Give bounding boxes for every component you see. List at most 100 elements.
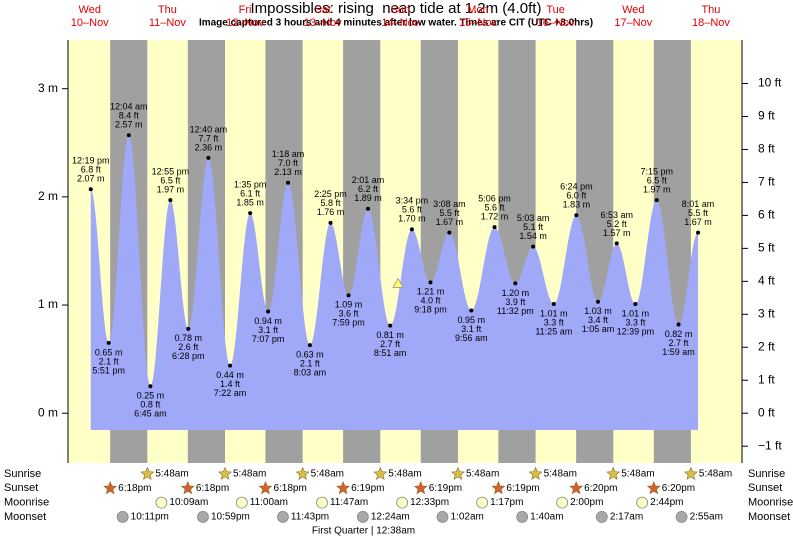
ft-label: 6.0 ft — [566, 191, 587, 201]
event-row-label: Sunrise — [748, 468, 785, 480]
event-icon — [258, 481, 273, 495]
event-time: 1:40am — [530, 512, 563, 523]
chart-title: Impossibles: rising neap tide at 1.2m (4… — [251, 0, 542, 17]
value-label: 0.95 m — [458, 315, 486, 325]
x-tick-date: 12–Nov — [226, 17, 264, 29]
value-label: 1.01 m — [540, 308, 568, 318]
value-label: 1.54 m — [519, 231, 547, 241]
value-label: 1.09 m — [335, 300, 363, 310]
event-time: 12:24am — [371, 512, 410, 523]
time-label: 1:35 pm — [234, 179, 267, 189]
value-label: 1.72 m — [481, 212, 509, 222]
ft-label: 3.3 ft — [544, 317, 565, 327]
value-label: 2.36 m — [195, 142, 223, 152]
time-label: 2:01 am — [352, 175, 385, 185]
y-tick-label: 2 m — [38, 189, 58, 203]
value-label: 1.83 m — [563, 200, 591, 210]
event-icon — [235, 496, 248, 509]
extreme-point — [551, 301, 556, 306]
event-time: 11:43pm — [291, 512, 329, 523]
x-tick-date: 18–Nov — [692, 17, 730, 29]
extreme-point — [574, 213, 579, 218]
value-label: 1.97 m — [643, 184, 671, 194]
y2-tick-label: 5 ft — [758, 241, 775, 255]
x-tick-day: Thu — [701, 4, 720, 16]
event-row-label: Sunrise — [4, 468, 41, 480]
extreme-point — [186, 326, 191, 331]
event-icon — [646, 481, 661, 495]
ft-label: 6.1 ft — [240, 188, 261, 198]
value-label: 1.67 m — [436, 217, 464, 227]
event-time: 1:02am — [451, 512, 484, 523]
ft-label: 3.6 ft — [339, 309, 360, 319]
value-label: 1.21 m — [417, 287, 445, 297]
ft-label: 3.1 ft — [461, 324, 482, 334]
ft-label: 2.1 ft — [99, 356, 120, 366]
time-label: 12:04 am — [110, 102, 148, 112]
extreme-point — [428, 280, 433, 285]
ft-label: 3.9 ft — [505, 297, 526, 307]
event-icon — [103, 481, 118, 495]
value-label: 0.78 m — [175, 333, 203, 343]
extreme-point — [168, 198, 173, 203]
extreme-point — [328, 220, 333, 225]
event-icon — [116, 511, 129, 523]
extreme-point — [531, 244, 536, 249]
ft-label: 5.1 ft — [523, 222, 544, 232]
value-label: 1.97 m — [157, 184, 185, 194]
ft-label: 3.3 ft — [625, 317, 646, 327]
event-time: 11:00am — [250, 497, 288, 508]
extreme-point — [388, 323, 393, 328]
event-row-label: Moonrise — [748, 497, 793, 509]
y2-tick-label: 2 ft — [758, 339, 775, 353]
extreme-point — [595, 299, 600, 304]
time-label: 12:55 pm — [152, 166, 190, 176]
y2-tick-label: 3 ft — [758, 306, 775, 320]
event-time: 6:19pm — [429, 483, 462, 494]
y2-tick-label: −1 ft — [758, 438, 782, 452]
value-label: 2.57 m — [115, 120, 143, 130]
x-tick-date: 11–Nov — [149, 17, 187, 29]
ft-label: 5.2 ft — [607, 219, 628, 229]
y2-tick-label: 8 ft — [758, 142, 775, 156]
event-row-label: Sunset — [748, 482, 782, 494]
time-label: 11:25 am — [535, 326, 572, 336]
ft-label: 2.7 ft — [380, 339, 401, 349]
event-icon — [491, 481, 506, 495]
extreme-point — [88, 187, 93, 192]
y2-tick-label: 9 ft — [758, 109, 775, 123]
event-icon — [683, 466, 698, 480]
extreme-point — [266, 309, 271, 314]
time-label: 1:59 am — [662, 347, 695, 357]
event-time: 5:48am — [621, 469, 654, 480]
value-label: 1.01 m — [622, 308, 650, 318]
event-time: 1:17pm — [490, 497, 523, 508]
time-label: 3:34 pm — [396, 196, 429, 206]
time-label: 9:18 pm — [414, 305, 447, 315]
ft-label: 1.4 ft — [220, 379, 241, 389]
event-icon — [569, 481, 584, 495]
extreme-point — [447, 230, 452, 235]
current-marker — [392, 277, 404, 288]
event-icon — [295, 466, 310, 480]
event-icon — [436, 511, 449, 523]
time-label: 7:07 pm — [252, 334, 285, 344]
value-label: 1.57 m — [603, 228, 631, 238]
ft-label: 6.8 ft — [81, 165, 102, 175]
ft-label: 2.1 ft — [300, 358, 321, 368]
x-tick-day: Wed — [79, 4, 101, 16]
time-label: 2:25 pm — [314, 189, 347, 199]
time-label: 12:39 pm — [617, 326, 655, 336]
x-tick-day: Mon — [467, 4, 488, 16]
time-label: 6:53 am — [600, 210, 633, 220]
y2-tick-label: 0 ft — [758, 405, 775, 419]
extreme-point — [696, 230, 701, 235]
time-label: 6:24 pm — [560, 182, 593, 192]
value-label: 1.20 m — [502, 288, 530, 298]
extreme-point — [346, 293, 351, 298]
event-icon — [476, 496, 489, 509]
ft-label: 5.8 ft — [321, 198, 342, 208]
time-label: 12:19 pm — [72, 156, 110, 166]
extreme-point — [614, 241, 619, 246]
